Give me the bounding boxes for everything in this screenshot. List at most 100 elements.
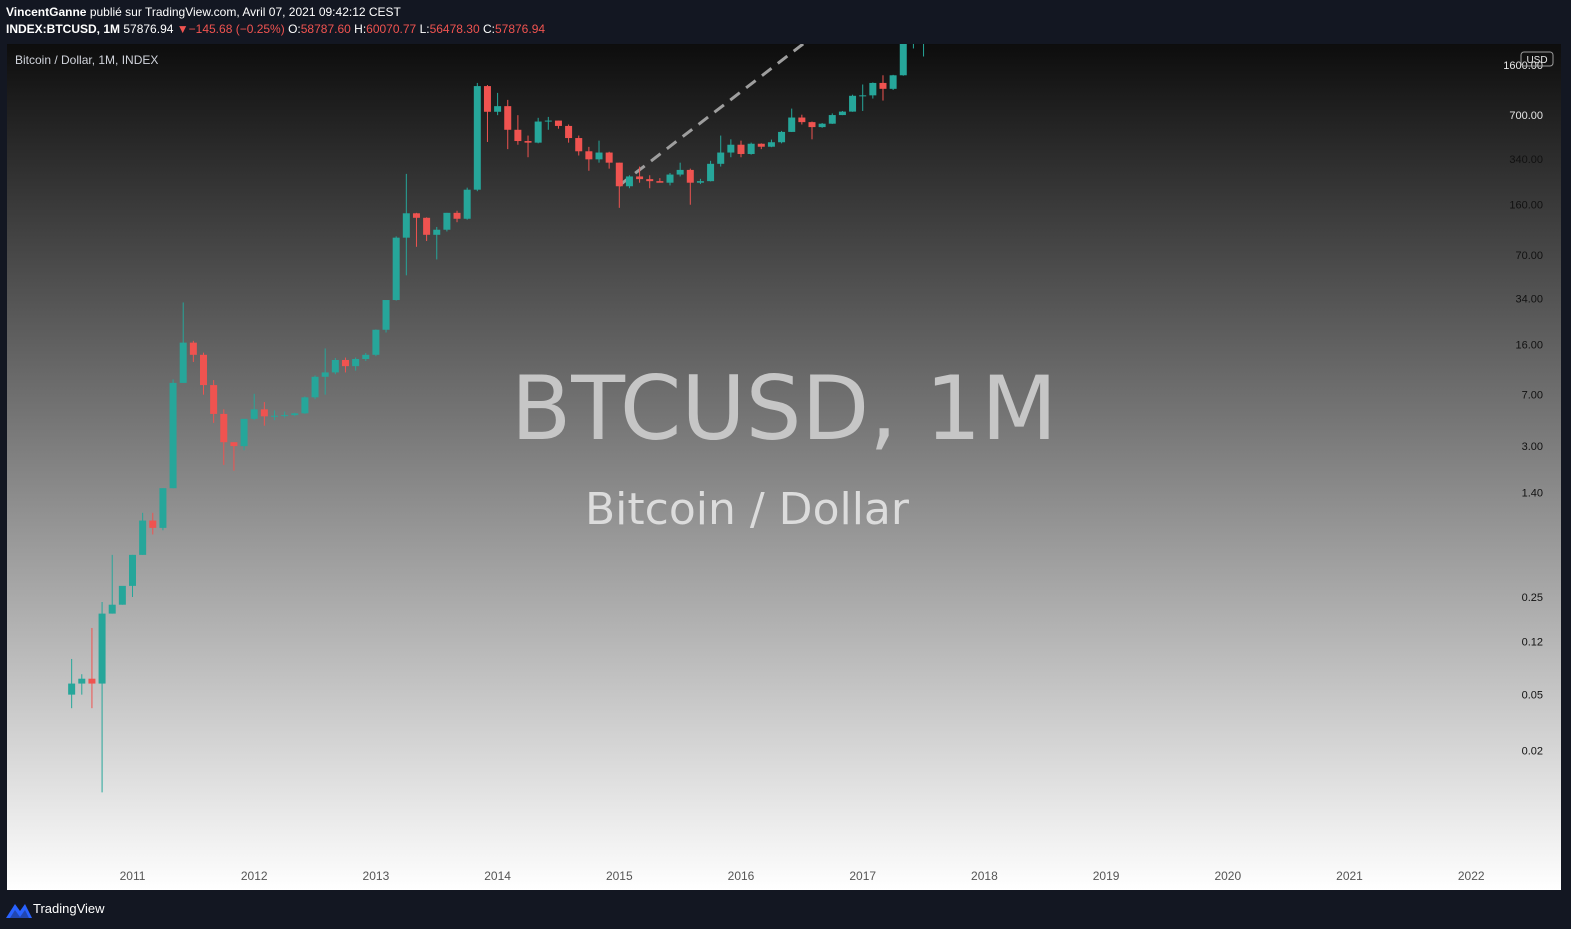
candle xyxy=(504,99,512,150)
candle-body xyxy=(189,342,197,355)
candle xyxy=(483,85,491,142)
currency-badge[interactable] xyxy=(1520,51,1554,67)
candle xyxy=(717,135,725,167)
candle-body xyxy=(849,95,857,112)
author-name[interactable]: VincentGanne xyxy=(6,5,87,19)
footer-bar: TradingView xyxy=(0,890,1571,929)
candle xyxy=(676,162,684,177)
candle xyxy=(767,139,775,148)
y-tick-label: 0.12 xyxy=(1522,637,1543,649)
candle xyxy=(859,84,867,111)
candle-body xyxy=(565,125,573,139)
candle xyxy=(869,82,877,99)
symbol-label[interactable]: INDEX:BTCUSD, 1M xyxy=(6,22,121,36)
candle xyxy=(554,120,562,129)
x-tick-label: 2022 xyxy=(1458,869,1485,883)
candle-body xyxy=(260,409,268,417)
candle xyxy=(311,375,319,400)
candle xyxy=(656,178,664,183)
candle xyxy=(544,116,552,130)
chart-area[interactable]: BTCUSD, 1M Bitcoin / Dollar 0.618 1600.0… xyxy=(7,44,1561,890)
y-tick-label: 70.00 xyxy=(1515,250,1543,262)
candle xyxy=(879,75,887,101)
candle-body xyxy=(311,376,319,398)
candle-body xyxy=(828,115,836,124)
y-tick-label: 1.40 xyxy=(1522,487,1543,499)
y-tick-label: 340.00 xyxy=(1509,154,1543,166)
x-tick-label: 2012 xyxy=(241,869,268,883)
candle-body xyxy=(362,354,370,360)
candle-body xyxy=(433,229,441,235)
candle xyxy=(737,140,745,158)
candle-body xyxy=(250,409,258,419)
zigzag-pattern xyxy=(618,44,806,187)
candle-body xyxy=(757,143,765,147)
candle xyxy=(514,115,522,145)
candle xyxy=(88,627,96,709)
published-text: publié sur TradingView.com, Avril 07, 20… xyxy=(89,5,401,19)
currency-label: USD xyxy=(1526,55,1547,66)
candle xyxy=(605,151,613,169)
candle-body xyxy=(818,123,826,128)
x-tick-label: 2021 xyxy=(1336,869,1363,883)
candle-body xyxy=(788,117,796,132)
y-tick-label: 0.02 xyxy=(1522,745,1543,757)
candle-body xyxy=(879,82,887,89)
candle xyxy=(899,44,907,76)
price-axis[interactable] xyxy=(1485,44,1561,890)
candle-body xyxy=(341,359,349,367)
candle-body xyxy=(666,174,674,183)
candle-body xyxy=(372,329,380,355)
low-label: L: xyxy=(419,22,430,36)
candle xyxy=(534,117,542,144)
candle xyxy=(889,74,897,90)
candle-body xyxy=(585,151,593,160)
candle-body xyxy=(473,86,481,190)
candle xyxy=(352,357,360,371)
candle xyxy=(341,357,349,373)
price-chart[interactable]: BTCUSD, 1M Bitcoin / Dollar 0.618 1600.0… xyxy=(7,44,1561,890)
candle-body xyxy=(625,176,633,187)
candle-body xyxy=(108,604,116,614)
candle xyxy=(169,379,177,489)
tradingview-logo-icon[interactable] xyxy=(6,900,32,918)
candle-body xyxy=(382,300,390,330)
candle xyxy=(402,173,410,276)
candle xyxy=(210,380,218,423)
candle-body xyxy=(889,75,897,89)
candle xyxy=(98,602,106,793)
candle-body xyxy=(129,554,136,586)
candle-body xyxy=(737,144,745,155)
candle xyxy=(220,409,228,465)
candle xyxy=(463,187,471,220)
candle-body xyxy=(504,106,512,130)
candle xyxy=(281,411,289,418)
candle xyxy=(392,236,400,301)
tradingview-brand[interactable]: TradingView xyxy=(33,901,105,916)
candle-body xyxy=(88,678,96,684)
candle xyxy=(78,674,86,695)
candle xyxy=(595,140,603,163)
low-value: 56478.30 xyxy=(429,22,480,36)
candle xyxy=(189,340,197,362)
x-tick-label: 2013 xyxy=(363,869,390,883)
candle xyxy=(707,160,715,182)
candle-body xyxy=(149,520,157,528)
y-tick-label: 3.00 xyxy=(1522,441,1543,453)
y-tick-label: 34.00 xyxy=(1515,294,1543,306)
candle xyxy=(382,300,390,333)
candle xyxy=(443,212,451,232)
candle-body xyxy=(605,152,613,163)
open-label: O: xyxy=(288,22,301,36)
candle xyxy=(129,554,136,597)
candle-body xyxy=(352,359,360,367)
candle xyxy=(636,166,644,183)
candle xyxy=(139,512,147,555)
candle-body xyxy=(321,372,329,377)
candle-body xyxy=(615,162,623,187)
candle xyxy=(230,442,238,471)
candle xyxy=(818,123,826,128)
x-tick-label: 2017 xyxy=(849,869,876,883)
candle-body xyxy=(159,488,167,528)
candle-body xyxy=(544,120,552,122)
